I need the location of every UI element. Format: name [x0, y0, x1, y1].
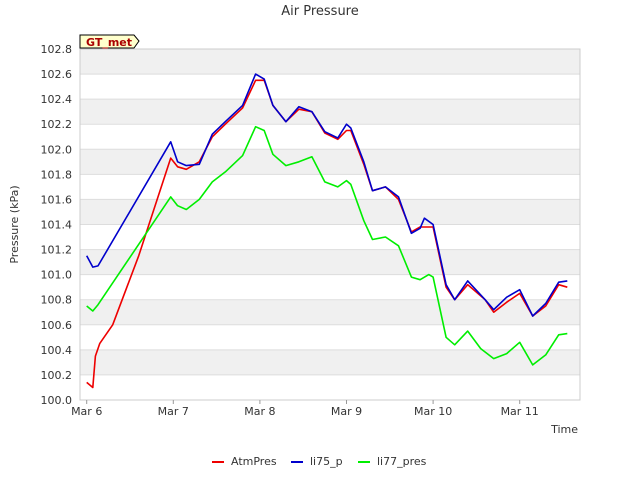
- y-tick-label: 101.4: [41, 219, 73, 232]
- gt-met-badge: GT_met: [79, 34, 140, 49]
- legend-label-atmpres: AtmPres: [231, 455, 277, 468]
- y-tick-label: 102.0: [41, 143, 73, 156]
- grid-lines: [80, 48, 580, 401]
- x-tick-label: Mar 11: [501, 405, 539, 418]
- y-tick-label: 102.8: [41, 43, 73, 56]
- badge-label: GT_met: [86, 36, 132, 49]
- y-tick-label: 102.6: [41, 68, 73, 81]
- grid-band: [80, 49, 580, 75]
- x-tick-label: Mar 9: [331, 405, 362, 418]
- legend: AtmPres li75_p li77_pres: [212, 455, 427, 468]
- y-tick-label: 101.0: [41, 269, 73, 282]
- y-tick-label: 101.2: [41, 244, 73, 257]
- y-tick-label: 100.6: [41, 319, 73, 332]
- grid-band: [80, 99, 580, 125]
- y-tick-label: 102.4: [41, 93, 73, 106]
- series-lines: [85, 73, 568, 389]
- x-tick-label: Mar 8: [244, 405, 275, 418]
- x-tick-label: Mar 6: [71, 405, 102, 418]
- y-axis-label: Pressure (kPa): [8, 185, 21, 263]
- grid-band: [80, 149, 580, 175]
- series-line-li77-pres: [86, 125, 568, 366]
- y-tick-label: 100.8: [41, 294, 73, 307]
- grid-band: [80, 199, 580, 225]
- legend-label-li77-pres: li77_pres: [377, 455, 427, 468]
- y-tick-label: 101.8: [41, 168, 73, 181]
- y-tick-label: 101.6: [41, 193, 73, 206]
- y-tick-label: 100.4: [41, 344, 73, 357]
- series-line-li75-p: [85, 73, 568, 317]
- background-bands: [80, 49, 580, 375]
- grid-band: [80, 249, 580, 275]
- x-axis-ticks: Mar 6 Mar 7 Mar 8 Mar 9 Mar 10 Mar 11: [71, 400, 539, 418]
- x-tick-label: Mar 7: [158, 405, 189, 418]
- grid-band: [80, 349, 580, 375]
- x-tick-label: Mar 10: [414, 405, 452, 418]
- x-axis-label: Time: [550, 423, 578, 436]
- legend-label-li75-p: li75_p: [310, 455, 343, 468]
- y-axis-ticks: 100.0 100.2 100.4 100.6 100.8 101.0 101.2 101.4…: [41, 43, 73, 407]
- grid-band: [80, 299, 580, 325]
- y-tick-label: 100.0: [41, 394, 73, 407]
- badge-box: [79, 34, 140, 49]
- y-tick-label: 100.2: [41, 369, 73, 382]
- plot-area-border: [79, 48, 581, 401]
- series-line-atmpres: [86, 79, 568, 389]
- y-tick-label: 102.2: [41, 118, 73, 131]
- chart-title: Air Pressure: [281, 4, 359, 19]
